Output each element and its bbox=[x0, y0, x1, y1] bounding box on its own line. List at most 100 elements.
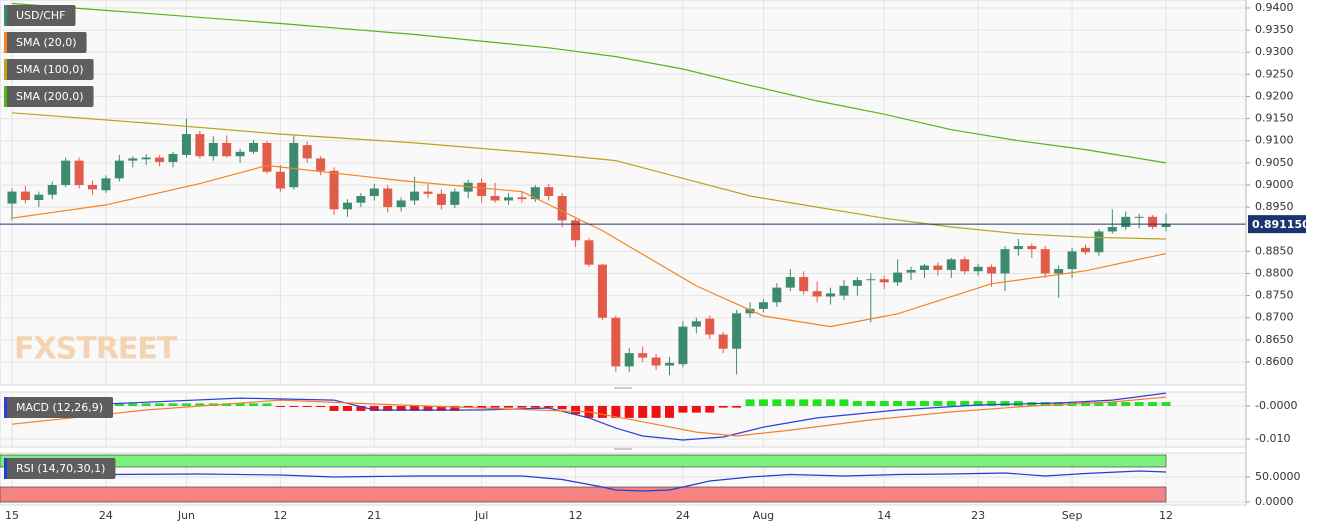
candle-body bbox=[665, 362, 675, 366]
candle-body bbox=[235, 151, 245, 157]
histogram-bar bbox=[987, 401, 997, 406]
candle-body bbox=[812, 291, 822, 297]
histogram-bar bbox=[503, 405, 513, 408]
histogram-bar bbox=[812, 399, 822, 406]
candle-body bbox=[101, 178, 111, 191]
histogram-bar bbox=[141, 403, 151, 406]
candle-body bbox=[289, 142, 299, 188]
candle-body bbox=[879, 279, 889, 283]
histogram-bar bbox=[1000, 401, 1010, 406]
candle-body bbox=[1107, 227, 1117, 232]
candle-body bbox=[946, 259, 956, 270]
candle-body bbox=[732, 313, 742, 349]
candle-body bbox=[1067, 251, 1077, 270]
series-line bbox=[11, 112, 1167, 240]
y-tick-label: 0.9150 bbox=[1255, 112, 1294, 125]
histogram-bar bbox=[785, 399, 795, 406]
candle-body bbox=[34, 194, 44, 201]
y-tick-label: 0.8650 bbox=[1255, 333, 1294, 346]
candle-body bbox=[1027, 246, 1037, 250]
y-tick-label: 0.8800 bbox=[1255, 266, 1294, 279]
pane-legend: MACD (12,26,9) bbox=[4, 397, 114, 418]
candle-body bbox=[1054, 269, 1064, 274]
candle-body bbox=[1134, 216, 1144, 218]
histogram-bar bbox=[477, 405, 487, 408]
candle-body bbox=[718, 334, 728, 349]
candle-body bbox=[208, 142, 218, 157]
candle-body bbox=[758, 302, 768, 309]
legend-box bbox=[4, 59, 94, 80]
x-tick-label: Aug bbox=[753, 509, 774, 522]
candle-body bbox=[638, 353, 648, 358]
candle-body bbox=[155, 157, 165, 162]
candle-body bbox=[745, 308, 755, 314]
x-tick-label: 21 bbox=[367, 509, 381, 522]
histogram-bar bbox=[906, 401, 916, 406]
candle-body bbox=[1013, 246, 1023, 250]
pane bbox=[0, 0, 1247, 386]
watermark: FXSTREET bbox=[14, 332, 178, 367]
histogram-bar bbox=[826, 399, 836, 406]
histogram-bar bbox=[745, 399, 755, 406]
histogram-bar bbox=[973, 401, 983, 406]
candle-body bbox=[839, 285, 849, 296]
histogram-bar bbox=[396, 405, 406, 411]
candle-body bbox=[611, 317, 621, 367]
legend-swatch bbox=[4, 59, 7, 80]
candle-body bbox=[785, 277, 795, 288]
candle-body bbox=[705, 318, 715, 335]
histogram-bar bbox=[1054, 402, 1064, 406]
x-tick-label: 23 bbox=[971, 509, 985, 522]
x-tick-label: 24 bbox=[676, 509, 690, 522]
candle-body bbox=[114, 160, 124, 179]
legend-label: RSI (14,70,30,1) bbox=[16, 462, 105, 475]
candle-body bbox=[477, 182, 487, 197]
candle-body bbox=[249, 142, 259, 152]
candle-body bbox=[222, 142, 232, 157]
candle-body bbox=[544, 187, 554, 197]
candle-body bbox=[772, 287, 782, 303]
x-tick-label: 24 bbox=[99, 509, 113, 522]
y-tick-label: -0.0000 bbox=[1255, 399, 1297, 412]
histogram-bar bbox=[919, 401, 929, 406]
histogram-bar bbox=[168, 403, 178, 406]
histogram-bar bbox=[571, 405, 581, 415]
histogram-bar bbox=[436, 405, 446, 411]
y-tick-label: 0.8950 bbox=[1255, 200, 1294, 213]
series-line bbox=[11, 392, 1167, 441]
candle-body bbox=[973, 266, 983, 272]
y-tick-label: 0.9100 bbox=[1255, 134, 1294, 147]
histogram-bar bbox=[799, 399, 809, 406]
histogram-bar bbox=[114, 403, 124, 406]
series-line bbox=[11, 2, 1167, 164]
histogram-bar bbox=[490, 405, 500, 408]
candle-body bbox=[852, 280, 862, 286]
y-tick-label: -0.010 bbox=[1255, 432, 1290, 445]
histogram-bar bbox=[852, 401, 862, 406]
histogram-bar bbox=[651, 405, 661, 418]
x-tick-label: Sep bbox=[1062, 509, 1083, 522]
candle-body bbox=[275, 171, 285, 189]
legend-box bbox=[4, 5, 76, 26]
candle-body bbox=[933, 265, 943, 270]
histogram-bar bbox=[383, 405, 393, 411]
legend-label: SMA (200,0) bbox=[16, 90, 84, 103]
series-line bbox=[11, 470, 1167, 492]
legend-label: MACD (12,26,9) bbox=[16, 401, 103, 414]
histogram-bar bbox=[1148, 402, 1158, 406]
y-tick-label: 0.8700 bbox=[1255, 311, 1294, 324]
histogram-bar bbox=[772, 399, 782, 406]
x-tick-label: Jun bbox=[177, 509, 195, 522]
pane bbox=[0, 391, 1247, 448]
histogram-bar bbox=[665, 405, 675, 418]
x-tick-label: 12 bbox=[569, 509, 583, 522]
x-tick-label: 14 bbox=[877, 509, 891, 522]
legend-swatch bbox=[4, 32, 7, 53]
y-tick-label: 0.8750 bbox=[1255, 289, 1294, 302]
histogram-bar bbox=[839, 399, 849, 406]
histogram-bar bbox=[356, 405, 366, 411]
histogram-bar bbox=[275, 405, 285, 407]
histogram-bar bbox=[410, 405, 420, 411]
histogram-bar bbox=[128, 403, 138, 406]
candle-body bbox=[597, 264, 607, 318]
